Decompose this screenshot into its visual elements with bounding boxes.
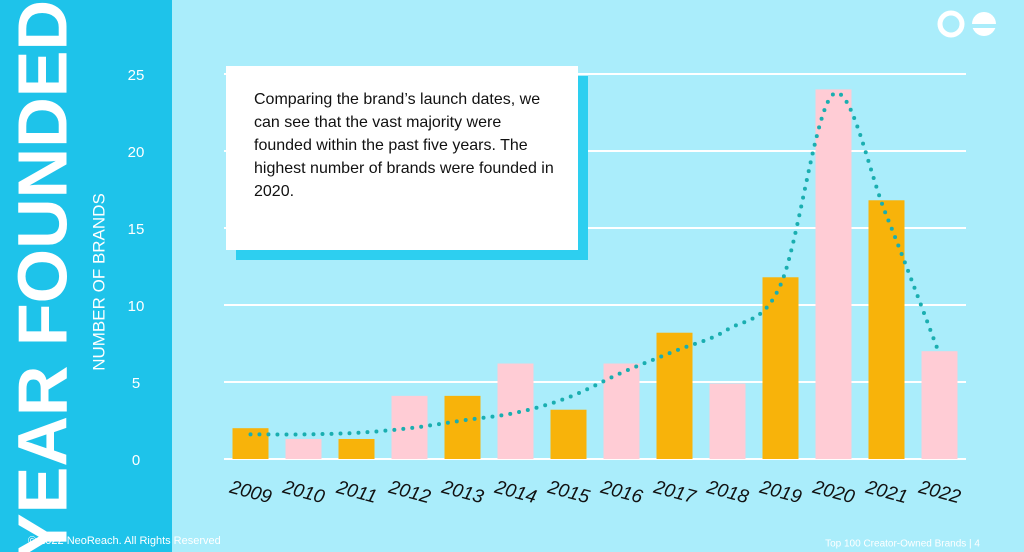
bar [444, 395, 481, 459]
trend-line [248, 91, 942, 437]
chart-title: YEAR FOUNDED [3, 0, 81, 552]
note-box [226, 66, 578, 250]
x-tick-label: 2022 [916, 477, 964, 509]
bar [921, 351, 958, 459]
y-axis-label: NUMBER OF BRANDS [89, 193, 108, 371]
x-tick-label: 2021 [863, 477, 910, 508]
logo [937, 10, 996, 38]
y-tick-label: 0 [132, 452, 140, 469]
y-tick-label: 5 [132, 375, 140, 392]
bar [868, 200, 905, 459]
bar [338, 438, 375, 459]
bar [815, 89, 852, 460]
bar [550, 409, 587, 459]
x-tick-label: 2013 [439, 477, 487, 509]
y-tick-label: 20 [128, 144, 145, 161]
footer-right: Top 100 Creator-Owned Brands | 4 [825, 539, 980, 550]
footer-left: © 2022 NeoReach. All Rights Reserved [28, 535, 221, 547]
bar [285, 438, 322, 459]
bar [603, 363, 640, 459]
x-tick-label: 2015 [545, 477, 593, 509]
x-tick-label: 2018 [704, 477, 752, 509]
x-tick-label: 2016 [598, 477, 646, 509]
x-tick-label: 2019 [757, 477, 805, 509]
y-tick-label: 10 [128, 298, 145, 315]
x-tick-label: 2009 [227, 477, 275, 509]
x-tick-label: 2020 [810, 477, 858, 509]
side-band [0, 0, 172, 552]
bar [709, 383, 746, 459]
y-tick-label: 25 [128, 67, 145, 84]
bar [762, 277, 799, 459]
annotation: Comparing the brand’s launch dates, we c… [254, 91, 554, 200]
x-tick-label: 2014 [492, 477, 539, 508]
x-tick-label: 2010 [280, 477, 328, 509]
x-tick-label: 2017 [651, 477, 700, 509]
y-tick-label: 15 [128, 221, 145, 238]
x-tick-label: 2011 [333, 477, 379, 508]
x-tick-label: 2012 [386, 477, 434, 509]
bar [656, 332, 693, 459]
